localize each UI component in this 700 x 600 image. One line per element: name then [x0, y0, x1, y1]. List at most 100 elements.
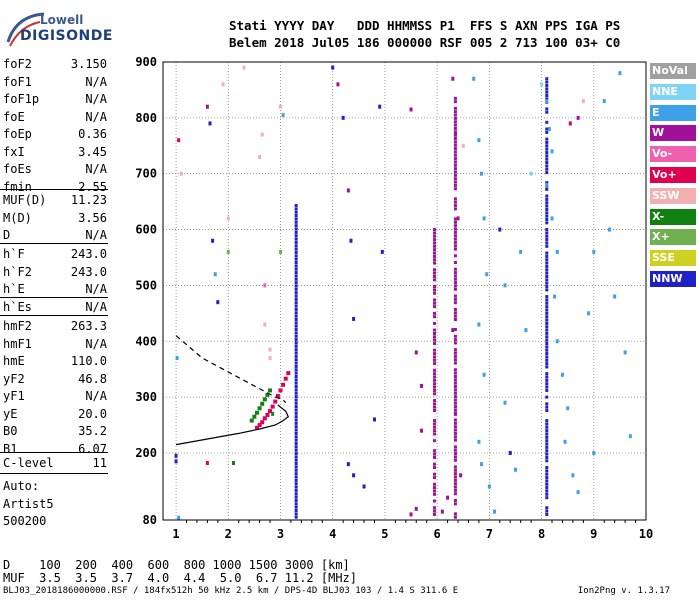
echo-mark	[545, 486, 548, 489]
echo-mark	[295, 499, 298, 502]
echo-mark	[545, 295, 548, 298]
echo-mark	[545, 352, 548, 355]
echo-mark	[295, 214, 298, 217]
echo-point	[331, 66, 334, 70]
echo-mark	[545, 138, 548, 141]
echo-mark	[433, 228, 436, 231]
echo-mark	[295, 244, 298, 247]
echo-point	[373, 417, 376, 421]
echo-mark	[295, 207, 298, 210]
echo-mark	[454, 315, 457, 318]
echo-mark	[454, 375, 457, 378]
echo-point	[176, 356, 179, 360]
echo-mark	[454, 422, 457, 425]
echo-point	[629, 434, 632, 438]
echo-mark	[295, 429, 298, 432]
legend-item-e: E	[650, 105, 696, 121]
o-trace-point	[278, 388, 282, 392]
echo-mark	[433, 409, 436, 412]
echo-mark	[454, 281, 457, 284]
echo-mark	[545, 443, 548, 446]
echo-mark	[454, 284, 457, 287]
echo-mark	[454, 100, 457, 103]
echo-mark	[454, 231, 457, 234]
footer-d-row: D 100 200 400 600 800 1000 1500 3000 [km…	[3, 558, 350, 572]
echo-mark	[433, 352, 436, 355]
echo-mark	[454, 425, 457, 428]
echo-mark	[545, 372, 548, 375]
echo-mark	[545, 228, 548, 231]
echo-mark	[454, 512, 457, 515]
echo-point	[232, 461, 235, 465]
echo-point	[378, 105, 381, 109]
echo-mark	[295, 462, 298, 465]
echo-mark	[295, 308, 298, 311]
echo-mark	[295, 496, 298, 499]
echo-mark	[433, 322, 436, 325]
echo-mark	[454, 341, 457, 344]
echo-mark	[545, 84, 548, 87]
echo-mark	[433, 379, 436, 382]
echo-mark	[545, 148, 548, 151]
echo-mark	[295, 355, 298, 358]
echo-mark	[433, 268, 436, 271]
echo-mark	[545, 325, 548, 328]
echo-mark	[295, 432, 298, 435]
echo-point	[420, 429, 423, 433]
echo-point	[269, 356, 272, 360]
echo-mark	[295, 506, 298, 509]
echo-mark	[545, 319, 548, 322]
echo-mark	[295, 489, 298, 492]
echo-mark	[545, 466, 548, 469]
echo-mark	[295, 298, 298, 301]
echo-mark	[545, 329, 548, 332]
echo-mark	[295, 351, 298, 354]
echo-mark	[545, 201, 548, 204]
echo-mark	[545, 245, 548, 248]
echo-mark	[295, 241, 298, 244]
echo-point	[545, 99, 548, 103]
echo-mark	[295, 425, 298, 428]
echo-mark	[545, 141, 548, 144]
chart-grid	[163, 62, 646, 520]
echo-point	[206, 461, 209, 465]
footer-version: Ion2Png v. 1.3.17	[578, 586, 670, 596]
echo-mark	[545, 218, 548, 221]
echo-mark	[295, 248, 298, 251]
echo-mark	[295, 341, 298, 344]
echo-mark	[545, 409, 548, 412]
echo-mark	[433, 305, 436, 308]
echo-mark	[433, 292, 436, 295]
echo-mark	[295, 264, 298, 267]
echo-mark	[545, 168, 548, 171]
echo-mark	[454, 311, 457, 314]
echo-point	[352, 473, 355, 477]
echo-mark	[433, 402, 436, 405]
echo-mark	[433, 419, 436, 422]
echo-mark	[295, 382, 298, 385]
echo-mark	[295, 375, 298, 378]
legend-item-nnw: NNW	[650, 271, 696, 287]
echo-point	[553, 295, 556, 299]
echo-mark	[454, 452, 457, 455]
echo-point	[577, 116, 580, 120]
echo-point	[279, 250, 282, 254]
echo-mark	[545, 312, 548, 315]
x-trace-point	[263, 397, 267, 401]
echo-mark	[295, 295, 298, 298]
echo-mark	[545, 151, 548, 154]
echo-mark	[433, 483, 436, 486]
echo-mark	[295, 365, 298, 368]
echo-mark	[454, 137, 457, 140]
echo-mark	[454, 254, 457, 257]
x-tick-label: 8	[538, 527, 545, 541]
legend-item-vo-: Vo+	[650, 167, 696, 183]
echo-mark	[545, 419, 548, 422]
echo-mark	[454, 120, 457, 123]
echo-mark	[454, 388, 457, 391]
y-tick-label: 700	[135, 167, 157, 181]
chart-marks	[175, 66, 632, 520]
o-trace-point	[281, 383, 285, 387]
echo-mark	[545, 483, 548, 486]
echo-mark	[295, 315, 298, 318]
